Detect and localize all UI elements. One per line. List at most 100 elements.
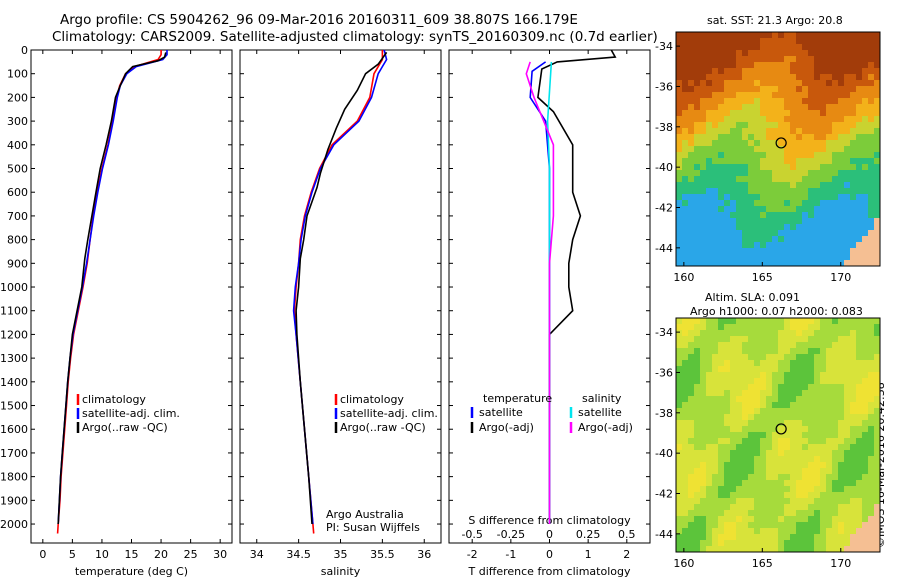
sst-map-cell	[742, 254, 748, 260]
sla-map-cell	[796, 498, 802, 504]
sla-map-cell	[742, 444, 748, 450]
sla-map-ytick-label: -38	[655, 407, 673, 420]
sla-map-cell	[814, 390, 820, 396]
sst-map-cell	[778, 236, 784, 242]
sla-map-cell	[790, 360, 796, 366]
sla-map-cell	[700, 414, 706, 420]
salinity-legend-label: climatology	[340, 393, 404, 406]
sst-map-cell	[682, 110, 688, 116]
sst-map-cell	[802, 254, 808, 260]
sst-map-cell	[868, 254, 874, 260]
sla-map-cell	[850, 462, 856, 468]
sst-map-cell	[760, 56, 766, 62]
sla-map-cell	[688, 318, 694, 324]
sst-map-cell	[718, 68, 724, 74]
sla-map-cell	[736, 378, 742, 384]
sla-map-cell	[700, 486, 706, 492]
sla-map-cell	[712, 468, 718, 474]
sla-map-cell	[790, 480, 796, 486]
sla-map-cell	[724, 330, 730, 336]
sla-map-cell	[784, 498, 790, 504]
sla-map-cell	[772, 474, 778, 480]
sst-map-cell	[790, 56, 796, 62]
sla-map-cell	[766, 426, 772, 432]
sla-map-cell	[844, 390, 850, 396]
sst-map-cell	[874, 200, 880, 206]
sst-map-cell	[778, 182, 784, 188]
sla-map-cell	[694, 528, 700, 534]
sla-map-cell	[868, 420, 874, 426]
sla-map-cell	[772, 498, 778, 504]
sla-map-cell	[838, 534, 844, 540]
sst-map-cell	[694, 206, 700, 212]
sla-map-cell	[724, 516, 730, 522]
sla-map-cell	[826, 462, 832, 468]
sla-map-cell	[694, 540, 700, 546]
sla-map-cell	[862, 342, 868, 348]
sst-map-cell	[694, 158, 700, 164]
sst-map-cell	[790, 176, 796, 182]
sla-map-cell	[718, 510, 724, 516]
sla-map-cell	[868, 396, 874, 402]
sst-map-cell	[856, 200, 862, 206]
sla-map-cell	[682, 480, 688, 486]
sst-map-cell	[772, 230, 778, 236]
sla-map-cell	[868, 390, 874, 396]
sst-map-cell	[838, 110, 844, 116]
sst-map-cell	[700, 224, 706, 230]
sla-map-cell	[796, 468, 802, 474]
sst-map-cell	[718, 224, 724, 230]
sst-map-cell	[814, 62, 820, 68]
sla-map-cell	[850, 540, 856, 546]
sst-map-cell	[802, 182, 808, 188]
sla-map-cell	[730, 438, 736, 444]
salinity-xlabel: salinity	[321, 565, 361, 578]
sla-map-cell	[802, 468, 808, 474]
sst-map-cell	[856, 254, 862, 260]
sla-map-cell	[856, 534, 862, 540]
sla-map-cell	[706, 336, 712, 342]
sst-map-cell	[778, 32, 784, 38]
sla-map-cell	[844, 528, 850, 534]
sst-map-cell	[814, 32, 820, 38]
sst-map-cell	[724, 104, 730, 110]
sla-map-cell	[682, 456, 688, 462]
sst-map-cell	[706, 158, 712, 164]
sla-map-cell	[724, 396, 730, 402]
sla-map-cell	[826, 456, 832, 462]
sla-map-cell	[754, 456, 760, 462]
sst-map-cell	[736, 254, 742, 260]
sla-map-cell	[820, 360, 826, 366]
sst-map-cell	[856, 164, 862, 170]
sla-map-cell	[838, 474, 844, 480]
sst-map-cell	[736, 98, 742, 104]
sst-map-cell	[838, 86, 844, 92]
sla-map-cell	[688, 444, 694, 450]
sst-map-cell	[748, 32, 754, 38]
sst-map-cell	[706, 110, 712, 116]
sla-map-cell	[844, 444, 850, 450]
sla-map-cell	[688, 450, 694, 456]
sla-map-cell	[808, 456, 814, 462]
sst-map-cell	[688, 32, 694, 38]
sla-map-cell	[850, 336, 856, 342]
sla-map-cell	[874, 348, 880, 354]
sst-map-cell	[694, 140, 700, 146]
sst-map-cell	[868, 146, 874, 152]
sla-map-cell	[718, 402, 724, 408]
sst-map-cell	[814, 158, 820, 164]
sla-map-cell	[754, 360, 760, 366]
sla-map-cell	[760, 318, 766, 324]
sla-map-cell	[718, 438, 724, 444]
sla-map-cell	[832, 492, 838, 498]
sla-map-cell	[742, 486, 748, 492]
sst-map-cell	[682, 86, 688, 92]
sla-map-cell	[868, 354, 874, 360]
sla-map-cell	[820, 486, 826, 492]
sst-map-cell	[676, 56, 682, 62]
sst-map-cell	[730, 248, 736, 254]
sst-map-cell	[682, 242, 688, 248]
sst-map-cell	[784, 50, 790, 56]
sla-map-cell	[784, 348, 790, 354]
sst-map-cell	[754, 248, 760, 254]
